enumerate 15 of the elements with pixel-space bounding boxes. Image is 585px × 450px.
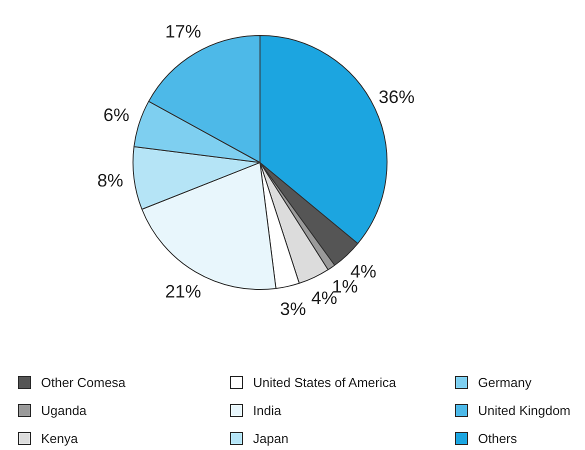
legend-label: United Kingdom <box>478 402 570 418</box>
legend-label: Others <box>478 430 518 446</box>
data-label: 6% <box>103 104 130 125</box>
legend-label: United States of America <box>253 374 396 390</box>
legend-label: India <box>253 402 282 418</box>
data-label: 8% <box>97 170 124 190</box>
legend-label: Kenya <box>41 430 78 446</box>
data-label: 17% <box>165 21 202 42</box>
data-label: 3% <box>280 298 306 319</box>
data-label: 21% <box>165 281 202 302</box>
legend-label: Other Comesa <box>41 374 126 390</box>
legend-label: Germany <box>478 374 532 390</box>
legend-label: Uganda <box>41 402 87 418</box>
data-label: 36% <box>378 87 415 108</box>
legend-label: Japan <box>253 430 288 446</box>
